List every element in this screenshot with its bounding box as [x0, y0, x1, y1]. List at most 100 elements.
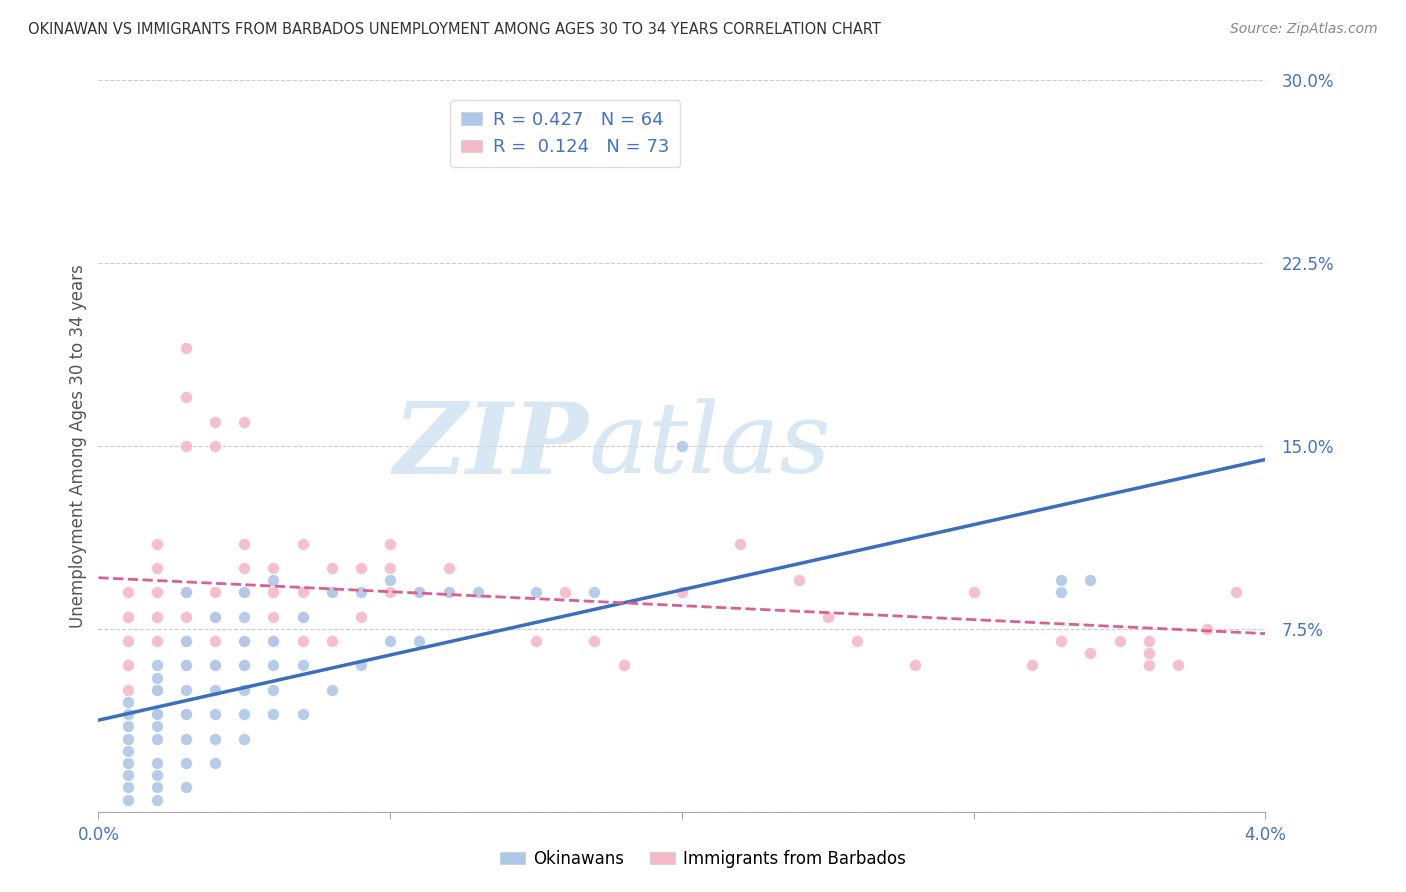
Point: [408, 585, 430, 599]
Point: [321, 585, 343, 599]
Point: [1080, 646, 1102, 660]
Point: [174, 780, 197, 795]
Point: [437, 561, 460, 575]
Point: [146, 707, 169, 722]
Text: atlas: atlas: [589, 399, 831, 493]
Point: [262, 658, 284, 673]
Point: [146, 756, 169, 770]
Point: [350, 609, 373, 624]
Point: [817, 609, 839, 624]
Point: [146, 536, 169, 550]
Point: [146, 634, 169, 648]
Point: [350, 561, 373, 575]
Point: [174, 634, 197, 648]
Point: [378, 585, 402, 599]
Point: [204, 439, 226, 453]
Point: [117, 695, 139, 709]
Point: [146, 561, 169, 575]
Point: [1137, 658, 1160, 673]
Point: [321, 585, 343, 599]
Point: [1167, 658, 1189, 673]
Point: [174, 756, 197, 770]
Point: [233, 658, 256, 673]
Point: [117, 658, 139, 673]
Point: [554, 585, 576, 599]
Point: [233, 415, 256, 429]
Point: [233, 609, 256, 624]
Point: [262, 561, 284, 575]
Point: [117, 768, 139, 782]
Point: [174, 731, 197, 746]
Point: [204, 609, 226, 624]
Point: [174, 609, 197, 624]
Point: [174, 658, 197, 673]
Point: [1021, 658, 1043, 673]
Point: [117, 707, 139, 722]
Point: [524, 585, 547, 599]
Point: [1050, 585, 1073, 599]
Point: [262, 634, 284, 648]
Point: [378, 561, 402, 575]
Point: [962, 585, 984, 599]
Point: [174, 439, 197, 453]
Point: [437, 585, 460, 599]
Point: [321, 561, 343, 575]
Point: [117, 792, 139, 806]
Point: [437, 585, 460, 599]
Point: [146, 780, 169, 795]
Point: [146, 658, 169, 673]
Point: [1050, 573, 1073, 587]
Point: [728, 536, 751, 550]
Point: [146, 768, 169, 782]
Point: [174, 342, 197, 356]
Point: [262, 573, 284, 587]
Point: [291, 585, 314, 599]
Point: [204, 658, 226, 673]
Point: [233, 731, 256, 746]
Point: [146, 731, 169, 746]
Point: [204, 658, 226, 673]
Point: [233, 634, 256, 648]
Point: [671, 439, 693, 453]
Point: [378, 634, 402, 648]
Point: [174, 390, 197, 404]
Point: [787, 573, 810, 587]
Point: [204, 707, 226, 722]
Point: [117, 682, 139, 697]
Point: [262, 634, 284, 648]
Point: [146, 792, 169, 806]
Point: [174, 707, 197, 722]
Point: [1108, 634, 1130, 648]
Point: [204, 585, 226, 599]
Point: [117, 731, 139, 746]
Point: [146, 585, 169, 599]
Point: [233, 634, 256, 648]
Point: [262, 707, 284, 722]
Point: [612, 658, 634, 673]
Text: ZIP: ZIP: [394, 398, 589, 494]
Point: [174, 634, 197, 648]
Text: OKINAWAN VS IMMIGRANTS FROM BARBADOS UNEMPLOYMENT AMONG AGES 30 TO 34 YEARS CORR: OKINAWAN VS IMMIGRANTS FROM BARBADOS UNE…: [28, 22, 882, 37]
Point: [233, 682, 256, 697]
Point: [408, 634, 430, 648]
Point: [117, 634, 139, 648]
Point: [583, 585, 606, 599]
Point: [146, 682, 169, 697]
Point: [467, 585, 489, 599]
Point: [146, 671, 169, 685]
Point: [233, 585, 256, 599]
Legend: Okinawans, Immigrants from Barbados: Okinawans, Immigrants from Barbados: [494, 844, 912, 875]
Point: [117, 719, 139, 733]
Point: [146, 609, 169, 624]
Point: [174, 707, 197, 722]
Point: [378, 573, 402, 587]
Point: [291, 658, 314, 673]
Point: [291, 536, 314, 550]
Point: [117, 609, 139, 624]
Point: [408, 585, 430, 599]
Point: [233, 658, 256, 673]
Text: Source: ZipAtlas.com: Source: ZipAtlas.com: [1230, 22, 1378, 37]
Point: [204, 682, 226, 697]
Y-axis label: Unemployment Among Ages 30 to 34 years: Unemployment Among Ages 30 to 34 years: [69, 264, 87, 628]
Point: [204, 756, 226, 770]
